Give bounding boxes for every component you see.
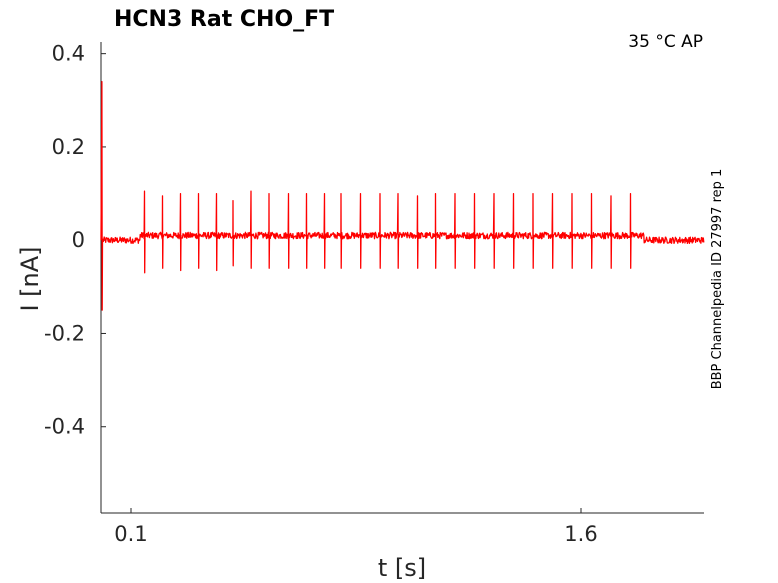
temperature-annotation: 35 °C AP xyxy=(628,32,703,52)
y-tick-label: -0.2 xyxy=(44,321,85,345)
x-axis-label: t [s] xyxy=(378,554,426,582)
y-axis: 0.4 0.2 0 -0.2 -0.4 xyxy=(44,42,106,513)
y-tick-label: 0.2 xyxy=(52,135,85,159)
chart-title: HCN3 Rat CHO_FT xyxy=(114,7,334,32)
y-tick-label: 0 xyxy=(72,228,85,252)
y-tick-label: 0.4 xyxy=(52,42,85,66)
x-tick-label: 0.1 xyxy=(114,522,147,546)
x-axis: 0.1 1.6 xyxy=(101,508,704,546)
side-id-label: BBP Channelpedia ID 27997 rep 1 xyxy=(710,169,725,390)
current-trace xyxy=(100,80,705,311)
x-tick-label: 1.6 xyxy=(564,522,597,546)
y-axis-label: I [nA] xyxy=(16,246,44,311)
y-tick-label: -0.4 xyxy=(44,415,85,439)
